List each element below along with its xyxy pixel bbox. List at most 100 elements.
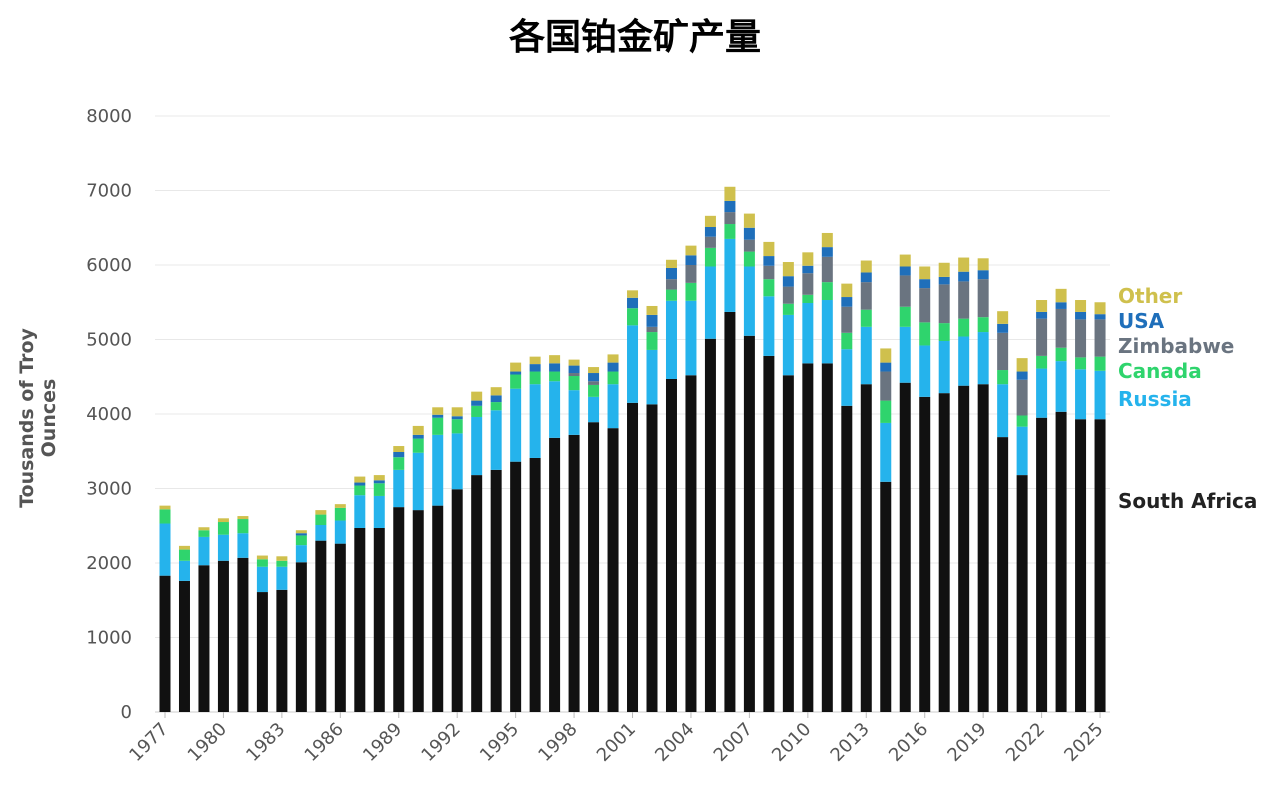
bar-segment-other: [802, 252, 814, 266]
bar-segment-russia: [607, 384, 619, 429]
bar-segment-south-africa: [178, 580, 190, 712]
bar-segment-south-africa: [256, 592, 268, 712]
bar-segment-russia: [958, 336, 970, 386]
bar-segment-other: [354, 476, 366, 483]
bar-segment-other: [821, 232, 833, 248]
bar-segment-south-africa: [802, 363, 814, 712]
bar-segment-zimbabwe: [997, 332, 1009, 371]
bar-segment-russia: [354, 495, 366, 528]
bar-segment-south-africa: [334, 543, 346, 712]
bar-segment-canada: [393, 457, 405, 470]
bar-segment-usa: [860, 272, 872, 283]
bar-segment-canada: [178, 549, 190, 561]
bar-segment-canada: [977, 317, 989, 333]
bar-segment-usa: [607, 362, 619, 372]
bar-segment-usa: [373, 480, 385, 484]
bar-segment-zimbabwe: [1094, 319, 1106, 357]
bar-segment-other: [295, 530, 307, 534]
bar-segment-other: [841, 283, 853, 298]
bar-segment-other: [899, 254, 911, 267]
bar-segment-south-africa: [607, 428, 619, 712]
bar-segment-russia: [802, 302, 814, 364]
bar-segment-russia: [471, 416, 483, 476]
bar-segment-other: [860, 260, 872, 273]
bar-segment-south-africa: [393, 507, 405, 712]
bar-segment-canada: [237, 519, 249, 534]
bar-segment-canada: [665, 289, 677, 301]
bar-segment-south-africa: [217, 560, 229, 712]
bar-segment-canada: [1016, 415, 1028, 427]
bar-segment-russia: [1016, 426, 1028, 476]
bar-segment-usa: [782, 276, 794, 287]
bar-segment-russia: [373, 495, 385, 528]
bar-segment-south-africa: [646, 404, 658, 712]
bar-segment-canada: [646, 332, 658, 350]
bar-segment-usa: [1075, 311, 1087, 320]
bar-segment-south-africa: [782, 375, 794, 712]
bar-segment-zimbabwe: [763, 265, 775, 280]
bar-segment-south-africa: [1016, 475, 1028, 712]
bar-segment-usa: [802, 265, 814, 274]
bar-segment-russia: [490, 410, 502, 470]
bar-segment-russia: [588, 396, 600, 423]
bar-segment-south-africa: [627, 402, 639, 712]
bar-segment-south-africa: [549, 437, 561, 712]
bar-segment-other: [588, 367, 600, 374]
bar-segment-russia: [1094, 370, 1106, 420]
bar-segment-russia: [860, 326, 872, 385]
bar-segment-other: [256, 555, 268, 560]
bar-segment-canada: [743, 251, 755, 267]
chart-title: 各国铂金矿产量: [508, 16, 761, 58]
bar-segment-russia: [451, 433, 463, 490]
bar-segment-south-africa: [471, 475, 483, 712]
bar-segment-usa: [451, 416, 463, 420]
bar-segment-usa: [743, 227, 755, 240]
bar-segment-south-africa: [315, 540, 327, 712]
x-tick-label: 1992: [417, 719, 464, 766]
bar-segment-other: [627, 290, 639, 298]
bar-segment-russia: [665, 300, 677, 379]
bar-segment-canada: [217, 522, 229, 535]
y-tick-label: 1000: [86, 628, 132, 649]
bar-segment-zimbabwe: [899, 275, 911, 307]
legend-label-south-africa: South Africa: [1118, 489, 1257, 513]
bar-segment-south-africa: [412, 510, 424, 712]
bar-segment-south-africa: [724, 311, 736, 712]
bar-segment-other: [568, 359, 580, 366]
bar-segment-russia: [334, 520, 346, 544]
x-tick-label: 1980: [184, 719, 231, 766]
legend-label-zimbabwe: Zimbabwe: [1118, 334, 1234, 358]
bar-segment-russia: [841, 349, 853, 406]
bar-segment-zimbabwe: [704, 236, 716, 248]
bar-segment-canada: [724, 224, 736, 239]
x-tick-label: 2004: [651, 719, 698, 766]
bar-segment-usa: [568, 365, 580, 374]
bar-segment-usa: [880, 362, 892, 372]
bar-segment-zimbabwe: [1016, 379, 1028, 416]
bar-segment-south-africa: [704, 338, 716, 712]
bar-segment-canada: [412, 438, 424, 453]
bar-segment-zimbabwe: [646, 326, 658, 333]
bar-segment-canada: [685, 282, 697, 301]
bar-segment-russia: [237, 533, 249, 558]
bar-segment-other: [451, 407, 463, 417]
bar-segment-usa: [724, 200, 736, 213]
bar-segment-zimbabwe: [568, 373, 580, 377]
bar-segment-other: [724, 186, 736, 201]
bar-segment-south-africa: [451, 489, 463, 712]
bar-segment-other: [1075, 300, 1087, 312]
bar-segment-south-africa: [1036, 417, 1048, 712]
y-tick-label: 6000: [86, 255, 132, 276]
bar-segment-other: [373, 475, 385, 481]
bar-segment-canada: [1094, 356, 1106, 371]
bar-segment-other: [1036, 300, 1048, 312]
bar-segment-other: [1055, 288, 1067, 303]
bar-segment-south-africa: [860, 384, 872, 712]
bar-segment-canada: [334, 507, 346, 521]
bar-segment-russia: [977, 332, 989, 385]
bar-segment-zimbabwe: [1075, 319, 1087, 358]
bar-segment-canada: [510, 374, 522, 389]
bar-segment-russia: [315, 525, 327, 541]
bar-segment-zimbabwe: [724, 212, 736, 225]
bar-segment-other: [997, 311, 1009, 324]
